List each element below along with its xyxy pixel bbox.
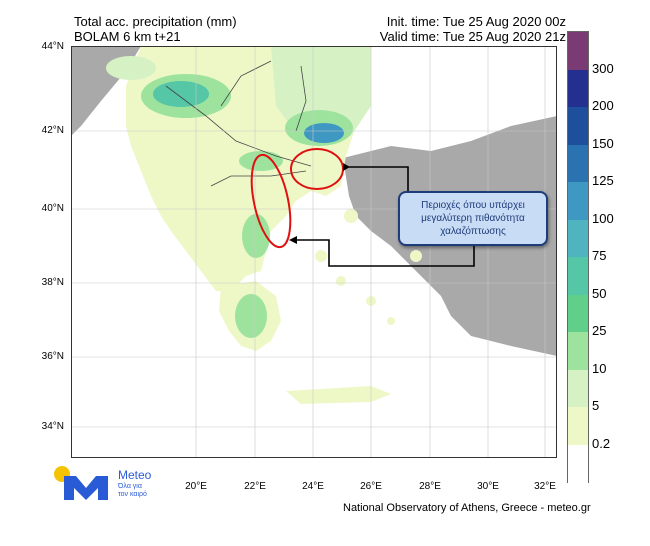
arrow-head [289,236,297,244]
colorbar-label: 150 [592,135,614,151]
island [344,209,358,223]
colorbar-segment [568,407,588,445]
colorbar-segment [568,332,588,370]
colorbar-segment [568,69,588,108]
logo-tagline: Όλα για τον καιρό [118,483,147,498]
colorbar-segment [568,444,588,483]
footer-credit: National Observatory of Athens, Greece -… [343,502,591,514]
lon-label: 24°E [302,481,324,492]
map-header-left: Total acc. precipitation (mm) BOLAM 6 km… [74,14,237,44]
colorbar-segment [568,369,588,408]
colorbar [567,31,589,483]
precip-core [242,214,270,258]
colorbar-label: 5 [592,398,600,413]
colorbar-segment [568,219,588,258]
graticule [71,46,557,458]
precip-core [153,81,209,107]
island [336,276,346,286]
colorbar-label: 200 [592,98,614,113]
colorbar-segment [568,32,588,70]
logo-word: Meteo [118,468,152,482]
lat-label: 42°N [41,125,64,136]
lat-label: 38°N [41,277,64,288]
colorbar-label: 300 [592,60,614,76]
colorbar-segment [568,144,588,183]
colorbar-segment [568,257,588,295]
lat-label: 40°N [41,203,64,214]
valid-time: Valid time: Tue 25 Aug 2020 21z [379,29,566,44]
colorbar-label: 25 [592,323,607,338]
lat-label: 34°N [41,421,64,432]
colorbar-segment [568,182,588,220]
map-header-right: Init. time: Tue 25 Aug 2020 00z Valid ti… [380,14,566,44]
map-frame [71,46,557,458]
land-crete [286,386,391,404]
precip-core [239,151,283,171]
lon-label: 30°E [477,481,499,492]
meteo-logo [54,466,108,500]
lon-label: 28°E [419,481,441,492]
island [315,250,327,262]
hail-area-thessaly [250,153,292,249]
colorbar-label: 50 [592,285,607,301]
model-label: BOLAM 6 km t+21 [74,29,181,44]
lon-label: 26°E [360,481,382,492]
precip-core [235,294,267,338]
lon-label: 20°E [185,481,207,492]
colorbar-segment [568,107,588,145]
hail-callout: Περιοχές όπου υπάρχει μεγαλύτερη πιθανότ… [398,191,548,246]
colorbar-segment [568,294,588,333]
colorbar-label: 75 [592,248,607,263]
logo-m-icon [64,476,108,500]
precip-core [304,123,344,143]
colorbar-label: 100 [592,210,614,226]
init-time: Init. time: Tue 25 Aug 2020 00z [386,14,566,29]
map-title: Total acc. precipitation (mm) [74,14,237,29]
precipitation-map [71,46,557,458]
arrow-head [343,163,350,171]
precip-core [106,56,156,80]
lon-label: 32°E [534,481,556,492]
island [387,317,395,325]
colorbar-label: 125 [592,173,614,188]
lat-label: 36°N [41,351,64,362]
colorbar-label: 10 [592,360,607,376]
lat-label: 44°N [41,41,64,52]
island [410,250,422,262]
lon-label: 22°E [244,481,266,492]
colorbar-label: 0.2 [592,435,611,451]
